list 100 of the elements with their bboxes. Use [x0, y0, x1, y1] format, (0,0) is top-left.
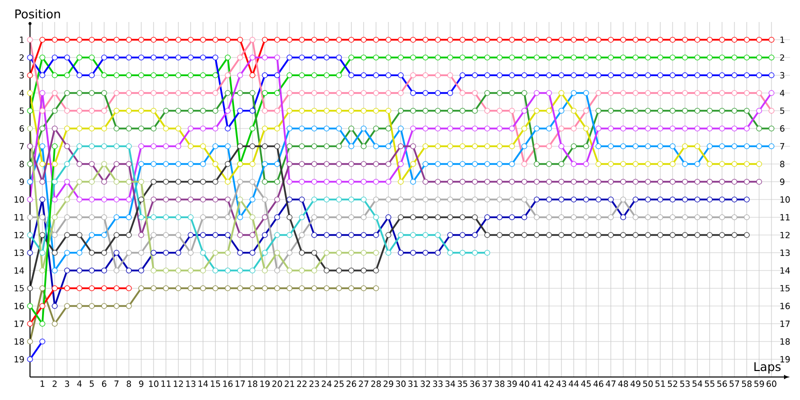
- x-tick-label: 27: [358, 380, 368, 387]
- point: [719, 214, 725, 220]
- y2-tick-label: 4: [780, 90, 784, 96]
- point: [88, 285, 95, 292]
- y2-tick-label: 9: [780, 178, 784, 185]
- point: [237, 250, 243, 256]
- point: [434, 196, 441, 202]
- point: [348, 250, 354, 256]
- x-tick-label: 5: [90, 380, 94, 387]
- point: [311, 214, 318, 220]
- point: [509, 143, 515, 150]
- point: [472, 250, 478, 256]
- point: [39, 196, 46, 202]
- point: [39, 285, 46, 292]
- point: [64, 126, 70, 132]
- point: [64, 196, 70, 202]
- point: [385, 250, 392, 256]
- point: [212, 214, 218, 220]
- x-tick-label: 49: [630, 380, 640, 387]
- point: [484, 250, 490, 256]
- x-tick-label: 2: [52, 380, 57, 387]
- y-tick-label: 11: [14, 214, 24, 220]
- point: [373, 285, 379, 292]
- y-tick-label: 9: [20, 178, 24, 185]
- point: [732, 196, 738, 202]
- y2-tick-label: 14: [780, 267, 790, 274]
- y-tick-label: 12: [14, 232, 24, 238]
- point: [373, 196, 379, 202]
- point: [360, 161, 367, 167]
- point: [274, 268, 280, 274]
- point: [447, 143, 454, 150]
- point: [682, 178, 688, 185]
- point: [373, 268, 379, 274]
- point: [76, 178, 82, 185]
- point: [583, 214, 590, 220]
- x-tick-label: 16: [223, 380, 233, 387]
- point: [27, 90, 33, 96]
- point: [657, 232, 664, 238]
- point: [706, 178, 713, 185]
- x-tick-label: 34: [445, 380, 456, 387]
- point: [348, 108, 354, 114]
- x-tick-label: 3: [65, 380, 70, 387]
- point: [336, 214, 342, 220]
- point: [274, 126, 280, 132]
- point: [694, 232, 700, 238]
- point: [163, 232, 169, 238]
- point: [52, 161, 58, 167]
- point: [460, 143, 466, 150]
- point: [756, 178, 762, 185]
- point: [434, 214, 441, 220]
- y2-tick-label: 13: [780, 250, 790, 256]
- point: [298, 232, 305, 238]
- point: [27, 143, 33, 150]
- point: [706, 214, 713, 220]
- y2-tick-label: 12: [780, 232, 790, 238]
- point: [348, 214, 354, 220]
- point: [620, 196, 626, 202]
- x-tick-label: 22: [297, 380, 306, 387]
- point: [583, 196, 590, 202]
- point: [336, 196, 342, 202]
- point: [385, 214, 392, 220]
- point: [546, 232, 552, 238]
- x-tick-label: 59: [754, 380, 764, 387]
- x-tick-label: 41: [532, 380, 542, 387]
- point: [101, 126, 108, 132]
- point: [644, 178, 651, 185]
- point: [521, 178, 528, 185]
- point: [52, 178, 58, 185]
- point: [694, 214, 700, 220]
- point: [274, 196, 280, 202]
- point: [336, 161, 342, 167]
- point: [250, 232, 256, 238]
- point: [422, 178, 428, 185]
- y2-tick-label: 19: [780, 356, 790, 362]
- point: [608, 196, 614, 202]
- x-tick-label: 35: [458, 380, 468, 387]
- point: [138, 285, 144, 292]
- x-tick-label: 15: [210, 380, 220, 387]
- point: [373, 232, 379, 238]
- point: [175, 214, 182, 220]
- point: [596, 196, 602, 202]
- point: [138, 250, 144, 256]
- point: [719, 232, 725, 238]
- point: [212, 285, 218, 292]
- point: [250, 214, 256, 220]
- point: [694, 196, 700, 202]
- point: [509, 232, 515, 238]
- x-tick-label: 53: [680, 380, 690, 387]
- point: [570, 196, 577, 202]
- x-tick-label: 50: [643, 380, 653, 387]
- point: [570, 108, 577, 114]
- point: [237, 285, 243, 292]
- point: [644, 232, 651, 238]
- x-tick-label: 48: [618, 380, 628, 387]
- point: [596, 161, 602, 167]
- point: [27, 303, 33, 309]
- point: [360, 214, 367, 220]
- x-tick-label: 52: [668, 380, 678, 387]
- point: [88, 268, 95, 274]
- point: [496, 143, 502, 150]
